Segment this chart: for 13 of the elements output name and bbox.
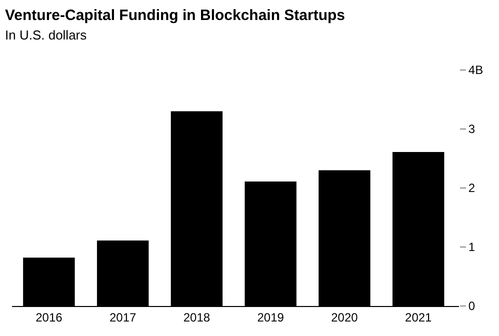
y-tick-label: 0 <box>468 299 476 314</box>
chart-subtitle: In U.S. dollars <box>4 28 88 43</box>
x-tick-label: 2016 <box>36 310 63 324</box>
x-tick-label: 2017 <box>109 310 136 324</box>
x-tick-label: 2021 <box>405 310 432 324</box>
y-tick-label: 3 <box>468 122 476 136</box>
x-tick-label: 2018 <box>183 310 210 324</box>
chart-title: Venture-Capital Funding in Blockchain Startups <box>4 7 346 24</box>
y-tick-label: 1 <box>468 240 476 254</box>
x-tick-label: 2020 <box>331 310 358 324</box>
x-tick-label: 2019 <box>257 310 284 324</box>
y-tick-label: 2 <box>468 181 476 196</box>
y-tick-label: 4B <box>468 63 484 78</box>
